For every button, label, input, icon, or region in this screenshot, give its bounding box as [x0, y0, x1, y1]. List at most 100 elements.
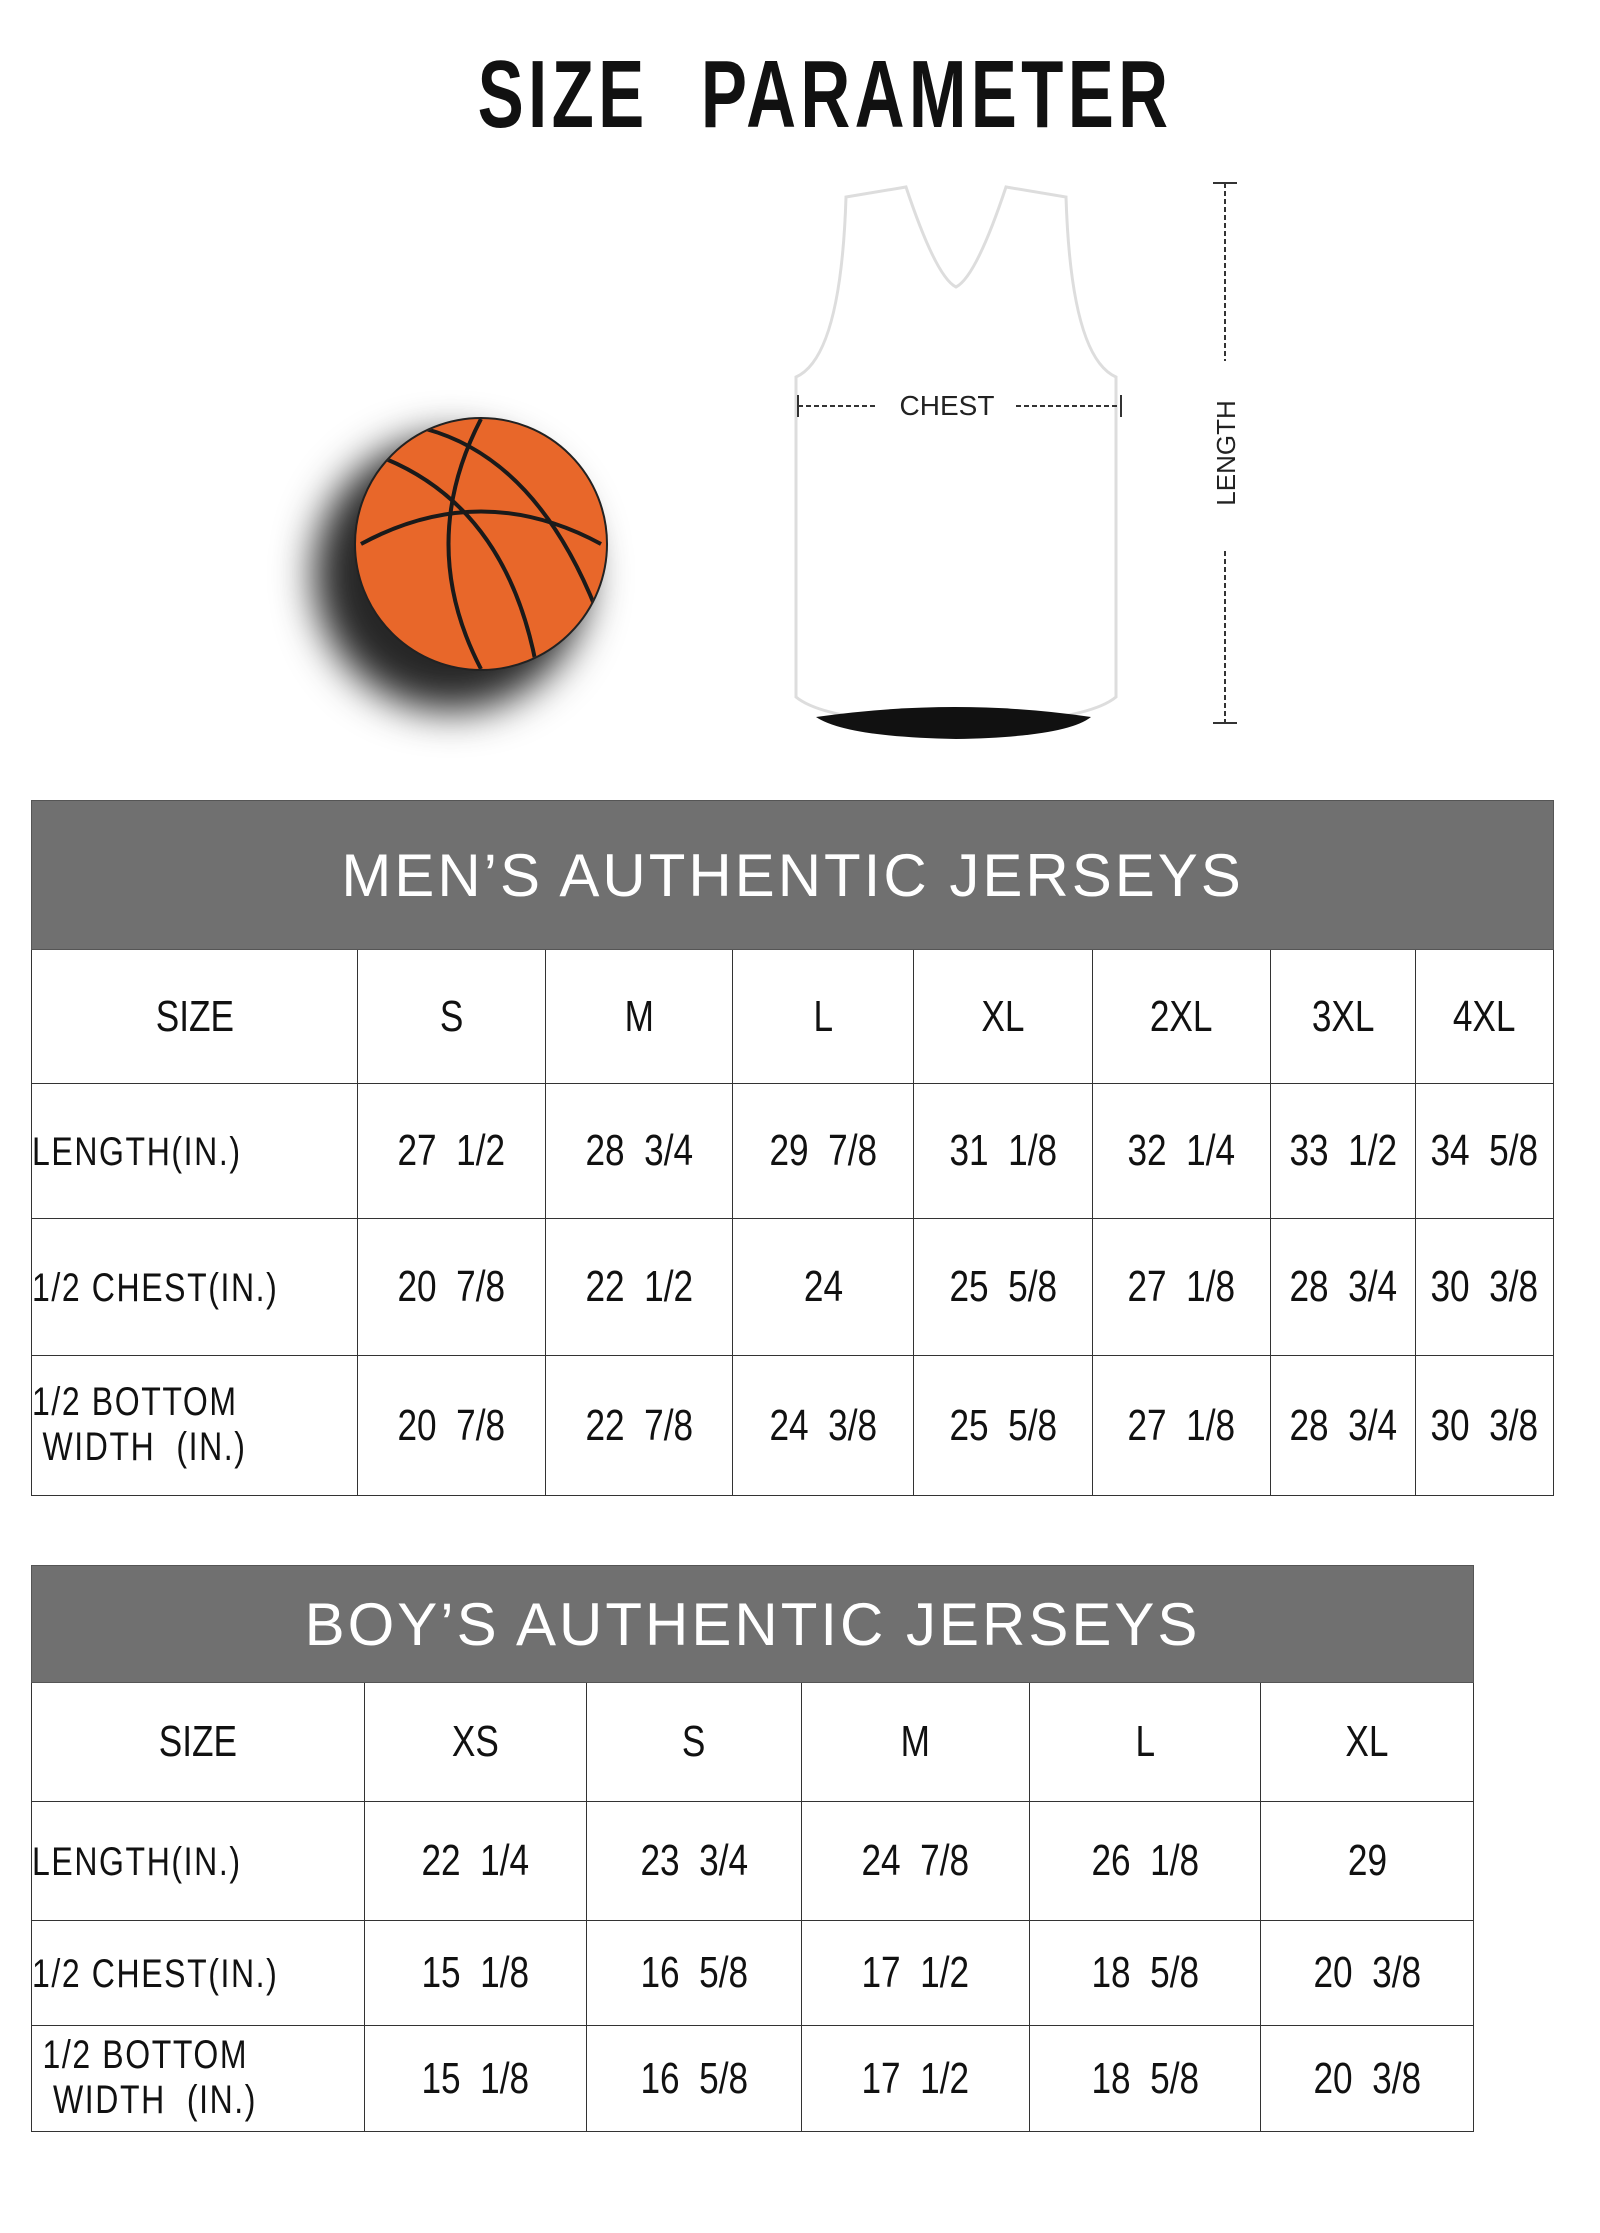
table-row: LENGTH(IN.) 27 1/2 28 3/4 29 7/8 31 1/8 32 1/…	[31, 1083, 1555, 1219]
cell-text: 2XL	[1150, 991, 1213, 1041]
value-cell: 20 3/8	[1259, 2025, 1475, 2132]
value-cell: 15 1/8	[364, 1920, 587, 2026]
value-cell: 27 1/8	[1092, 1218, 1271, 1356]
value-cell: 27 1/8	[1092, 1355, 1271, 1496]
value-cell: 34 5/8	[1414, 1083, 1555, 1219]
length-label: LENGTH	[1211, 400, 1241, 505]
cell-text: M	[624, 991, 654, 1041]
cell-text: SIZE	[155, 991, 234, 1041]
value-cell: 20 7/8	[357, 1218, 546, 1356]
value-cell: 20 7/8	[357, 1355, 546, 1496]
cell-value: 15 1/8	[421, 1948, 530, 1997]
size-header-cell: 4XL	[1414, 949, 1555, 1084]
value-cell: 28 3/4	[1270, 1218, 1416, 1356]
value-cell: 24 7/8	[801, 1801, 1030, 1921]
value-cell: 23 3/4	[586, 1801, 802, 1921]
cell-value: 27 1/8	[1127, 1262, 1236, 1311]
size-header-cell: 2XL	[1092, 949, 1271, 1084]
cell-value: 27 1/8	[1127, 1400, 1236, 1450]
size-label-cell: SIZE	[31, 949, 358, 1084]
chest-label: CHEST	[900, 390, 995, 421]
size-header-cell: L	[732, 949, 914, 1084]
value-cell: 26 1/8	[1029, 1801, 1261, 1921]
mens-table-title: MEN’S AUTHENTIC JERSEYS	[30, 800, 1555, 950]
basketball-image	[354, 417, 608, 671]
size-label-cell: SIZE	[31, 1682, 365, 1802]
cell-value: 20 3/8	[1313, 1948, 1421, 1997]
value-cell: 22 1/2	[545, 1218, 733, 1356]
size-header-cell: S	[586, 1682, 802, 1802]
cell-text: S	[439, 991, 464, 1041]
row-label-cell: 1/2 CHEST(IN.)	[31, 1218, 358, 1356]
cell-value: 20 7/8	[397, 1262, 506, 1311]
cell-value: 24 3/8	[769, 1400, 877, 1450]
cell-value: 28 3/4	[1289, 1262, 1397, 1311]
value-cell: 32 1/4	[1092, 1083, 1271, 1219]
value-cell: 17 1/2	[801, 2025, 1030, 2132]
cell-value: 30 3/8	[1430, 1400, 1539, 1450]
row-label: 1/2 CHEST(IN.)	[32, 1952, 279, 1996]
cell-value: 28 3/4	[1289, 1400, 1397, 1450]
size-header-row: SIZE XS S M L XL	[31, 1682, 1475, 1802]
size-header-cell: 3XL	[1270, 949, 1416, 1084]
cell-text: L	[813, 991, 833, 1041]
size-header-row: SIZE S M L XL 2XL 3XL 4XL	[31, 949, 1555, 1084]
cell-value: 15 1/8	[421, 2053, 530, 2103]
value-cell: 30 3/8	[1414, 1218, 1555, 1356]
value-cell: 18 5/8	[1029, 2025, 1261, 2132]
cell-value: 20 3/8	[1313, 2053, 1421, 2103]
table-row: 1/2 BOTTOM WIDTH (IN.) 15 1/8 16 5/8 17 1/2…	[31, 2025, 1475, 2132]
cell-value: 30 3/8	[1430, 1262, 1539, 1311]
size-header-cell: M	[801, 1682, 1030, 1802]
cell-text: 3XL	[1311, 991, 1375, 1041]
value-cell: 22 1/4	[364, 1801, 587, 1921]
cell-value: 32 1/4	[1127, 1126, 1236, 1175]
cell-text: XS	[452, 1717, 499, 1766]
cell-value: 18 5/8	[1091, 2053, 1199, 2103]
cell-text: L	[1135, 1717, 1155, 1766]
size-header-cell: S	[357, 949, 546, 1084]
row-label: 1/2 CHEST(IN.)	[32, 1266, 279, 1310]
boys-table-title: BOY’S AUTHENTIC JERSEYS	[30, 1565, 1475, 1683]
cell-value: 22 7/8	[585, 1400, 693, 1450]
value-cell: 16 5/8	[586, 1920, 802, 2026]
value-cell: 30 3/8	[1414, 1355, 1555, 1496]
row-label: LENGTH(IN.)	[32, 1840, 242, 1884]
value-cell: 31 1/8	[913, 1083, 1093, 1219]
cell-value: 34 5/8	[1430, 1126, 1539, 1175]
row-label: 1/2 BOTTOM WIDTH (IN.)	[42, 2033, 258, 2122]
cell-value: 22 1/4	[421, 1836, 530, 1885]
table-row: 1/2 BOTTOM WIDTH (IN.) 20 7/8 22 7/8 24 3/8…	[31, 1355, 1555, 1496]
value-cell: 17 1/2	[801, 1920, 1030, 2026]
value-cell: 15 1/8	[364, 2025, 587, 2132]
value-cell: 27 1/2	[357, 1083, 546, 1219]
cell-value: 29 7/8	[769, 1126, 877, 1175]
size-header-cell: XL	[913, 949, 1093, 1084]
value-cell: 20 3/8	[1259, 1920, 1475, 2026]
cell-value: 16 5/8	[640, 2053, 748, 2103]
cell-text: XL	[981, 991, 1025, 1041]
value-cell: 28 3/4	[545, 1083, 733, 1219]
table-row: 1/2 CHEST(IN.) 20 7/8 22 1/2 24 25 5/8 27 1/8…	[31, 1218, 1555, 1356]
cell-value: 31 1/8	[949, 1126, 1057, 1175]
value-cell: 29	[1259, 1801, 1475, 1921]
value-cell: 28 3/4	[1270, 1355, 1416, 1496]
cell-value: 24 7/8	[861, 1836, 970, 1885]
table-row: 1/2 CHEST(IN.) 15 1/8 16 5/8 17 1/2 18 5/8 20…	[31, 1920, 1475, 2026]
jersey-diagram: CHEST	[794, 185, 1122, 739]
value-cell: 18 5/8	[1029, 1920, 1261, 2026]
value-cell: 16 5/8	[586, 2025, 802, 2132]
value-cell: 24	[732, 1218, 914, 1356]
value-cell: 29 7/8	[732, 1083, 914, 1219]
cell-value: 26 1/8	[1091, 1836, 1199, 1885]
cell-value: 27 1/2	[397, 1126, 506, 1175]
size-header-cell: L	[1029, 1682, 1261, 1802]
cell-text: 4XL	[1453, 991, 1516, 1041]
value-cell: 22 7/8	[545, 1355, 733, 1496]
length-indicator: LENGTH	[1211, 182, 1241, 724]
cell-value: 22 1/2	[585, 1262, 693, 1311]
cell-text: XL	[1345, 1717, 1389, 1766]
cell-text: SIZE	[158, 1717, 238, 1766]
page-title: SIZE PARAMETER	[477, 41, 1173, 148]
row-label: 1/2 BOTTOM WIDTH (IN.)	[32, 1380, 247, 1469]
